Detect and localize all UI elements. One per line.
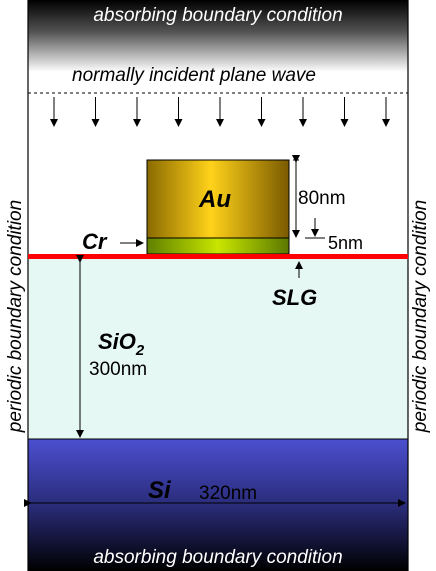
cr-label: Cr xyxy=(82,229,107,254)
plane-wave-label: normally incident plane wave xyxy=(72,65,316,86)
top-boundary-label: absorbing boundary condition xyxy=(93,5,343,26)
bottom-boundary-label: absorbing boundary condition xyxy=(93,547,343,568)
cr-block xyxy=(146,237,290,255)
right-boundary-label: periodic boundary condition xyxy=(410,199,431,433)
au-label: Au xyxy=(199,186,231,213)
sio2-thickness-label: 300nm xyxy=(89,359,148,380)
sio2-layer xyxy=(28,258,408,439)
sio2-label: SiO2 xyxy=(98,329,144,359)
cr-thickness-label: 5nm xyxy=(328,233,364,253)
left-boundary-label: periodic boundary condition xyxy=(5,199,26,433)
si-label: Si xyxy=(148,477,171,504)
au-block xyxy=(146,159,290,239)
sio2-label-main: SiO xyxy=(98,329,136,354)
sio2-label-subscript: 2 xyxy=(135,342,145,359)
slg-line xyxy=(28,254,408,259)
au-thickness-label: 80nm xyxy=(298,188,346,209)
slg-label: SLG xyxy=(272,285,318,310)
top-absorbing-region xyxy=(28,0,408,72)
plane-wave-arrows xyxy=(50,97,390,127)
si-width-label: 320nm xyxy=(199,483,258,504)
